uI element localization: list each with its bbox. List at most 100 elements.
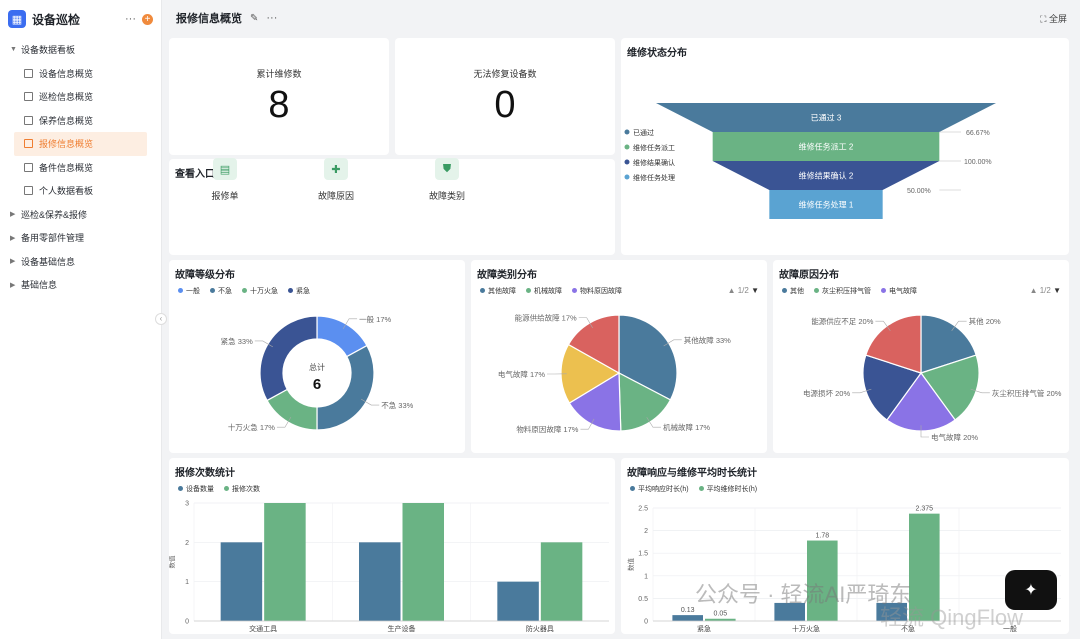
bar xyxy=(264,503,306,621)
legend-label: 十万火急 xyxy=(250,288,278,295)
entry-fault-category[interactable]: ⛊ 故障类别 xyxy=(417,158,477,202)
chart-title: 故障类别分布 xyxy=(477,270,537,281)
pie-slice-label: 紧急 33% xyxy=(221,336,253,346)
sidebar-item[interactable]: ▼ 设备数据看板 xyxy=(0,38,161,62)
legend-item[interactable]: 物料原因故障 xyxy=(572,286,622,296)
sidebar-item[interactable]: ▶ 巡检&保养&报修 xyxy=(0,203,161,227)
sidebar-item[interactable]: ▶ 设备基础信息 xyxy=(0,250,161,274)
legend-item[interactable]: 其他故障 xyxy=(480,286,516,296)
bar xyxy=(359,542,401,621)
entry-fault-reason[interactable]: ✚ 故障原因 xyxy=(306,158,366,202)
fullscreen-button[interactable]: ⛶ 全屏 xyxy=(1040,12,1067,25)
watermark-text-secondary: 轻流 QingFlow xyxy=(880,605,1024,630)
legend-label: 不急 xyxy=(218,288,232,295)
kpi-value: 0 xyxy=(494,84,516,126)
caret-right-icon: ▶ xyxy=(10,234,16,242)
legend-item[interactable]: 紧急 xyxy=(288,286,310,296)
more-icon[interactable]: ··· xyxy=(125,13,136,25)
legend-dot-icon xyxy=(178,288,183,293)
watermark-text: 公众号 · 轻流AI严琦东 xyxy=(695,582,912,607)
sidebar-item[interactable]: ▶ 基础信息 xyxy=(0,273,161,297)
legend-label: 其他故障 xyxy=(488,288,516,295)
fault-level-card: 故障等级分布 一般 不急 十万火急 紧急 一般 17% 不急 33% 十万火急 17% 紧急… xyxy=(169,260,465,453)
sidebar-item[interactable]: 个人数据看板 xyxy=(0,179,161,203)
next-page-icon[interactable]: ▼ xyxy=(751,286,759,295)
caret-right-icon: ▶ xyxy=(10,258,16,266)
sidebar-item[interactable]: 报修信息概览 xyxy=(14,132,147,156)
x-tick-label: 生产设备 xyxy=(388,624,416,633)
legend-item[interactable]: 其他 xyxy=(782,286,804,296)
pie-label-line xyxy=(970,388,990,394)
legend-item[interactable]: 电气故障 xyxy=(881,286,917,296)
pie-label-line xyxy=(578,317,593,329)
legend-dot-icon xyxy=(210,288,215,293)
bar-value-label: 0.13 xyxy=(681,607,695,614)
kpi-label: 无法修复设备数 xyxy=(473,69,537,79)
collapse-sidebar-icon[interactable]: ‹ xyxy=(155,313,167,325)
sidebar-item[interactable]: 设备信息概览 xyxy=(0,62,161,86)
pie-slice-label: 十万火急 17% xyxy=(228,422,275,432)
entry-repair-form[interactable]: ▤ 报修单 xyxy=(195,158,255,202)
sidebar-item-label: 个人数据看板 xyxy=(39,186,94,197)
prev-page-icon[interactable]: ▲ xyxy=(1029,286,1038,295)
pie-slice-label: 物料原因故障 17% xyxy=(516,424,578,434)
funnel-rate-label: 66.67% xyxy=(966,130,990,137)
pie-slice-label: 一般 17% xyxy=(359,314,391,324)
pie-slice-label: 能源供应不足 20% xyxy=(811,316,873,326)
sidebar-item[interactable]: 备件信息概览 xyxy=(0,156,161,180)
dashboard-page-icon xyxy=(24,68,33,78)
sidebar-nav: ▼ 设备数据看板 设备信息概览 巡检信息概览 保养信息概览 报修信息概览备件信息概览 个人数… xyxy=(0,38,161,297)
magic-wand-icon[interactable]: ✦ xyxy=(1005,570,1057,610)
dashboard-page-icon xyxy=(24,162,33,172)
legend-item[interactable]: 平均维修时长(h) xyxy=(698,484,757,494)
legend-item[interactable]: 一般 xyxy=(178,286,200,296)
x-tick-label: 十万火急 xyxy=(792,624,820,633)
dashboard-page-icon xyxy=(24,115,33,125)
legend-dot-icon xyxy=(624,129,630,135)
sidebar-item-label: 备用零部件管理 xyxy=(21,233,85,244)
legend-item[interactable]: 机械故障 xyxy=(526,286,562,296)
entry-title: 查看入口 xyxy=(175,169,215,180)
sidebar-item-label: 设备数据看板 xyxy=(21,45,76,56)
pie-label-line xyxy=(852,388,872,394)
more-options-icon[interactable]: ··· xyxy=(266,12,278,24)
prev-page-icon[interactable]: ▲ xyxy=(727,286,736,295)
legend-label: 其他 xyxy=(790,288,804,295)
legend-item[interactable]: 十万火急 xyxy=(242,286,278,296)
dashboard-page-icon xyxy=(24,186,33,196)
sidebar-item-label: 备件信息概览 xyxy=(39,162,94,173)
edit-icon[interactable]: ✎ xyxy=(250,12,259,24)
legend-item[interactable]: 报修次数 xyxy=(224,484,260,494)
bar xyxy=(672,615,703,621)
legend-dot-icon xyxy=(572,288,577,293)
x-tick-label: 交通工具 xyxy=(249,624,277,633)
sidebar-item[interactable]: ▶ 备用零部件管理 xyxy=(0,226,161,250)
pie-slice-label: 其他 20% xyxy=(969,316,1001,326)
legend-item[interactable]: 平均响应时长(h) xyxy=(630,484,689,494)
legend-dot-icon xyxy=(480,288,485,293)
legend-label: 灰尘积压排气管 xyxy=(822,288,871,295)
legend-label: 维修任务派工 xyxy=(633,143,675,152)
y-tick-label: 2 xyxy=(644,528,648,535)
kpi-card-total-repairs: 累计维修数 8 xyxy=(169,38,389,155)
kpi-label: 累计维修数 xyxy=(256,69,302,79)
legend-pager[interactable]: ▲ 1/2 ▼ xyxy=(728,286,759,295)
legend-pager[interactable]: ▲ 1/2 ▼ xyxy=(1030,286,1061,295)
app-name: 设备巡检 xyxy=(32,12,81,27)
next-page-icon[interactable]: ▼ xyxy=(1053,286,1061,295)
funnel-rate-label: 50.00% xyxy=(907,188,931,195)
funnel-stage xyxy=(656,103,996,132)
legend-item[interactable]: 不急 xyxy=(210,286,232,296)
sidebar-item[interactable]: 巡检信息概览 xyxy=(0,85,161,109)
sidebar-item[interactable]: 保养信息概览 xyxy=(0,109,161,133)
legend-dot-icon xyxy=(814,288,819,293)
bar-value-label: 1.78 xyxy=(815,533,829,540)
legend-item[interactable]: 设备数量 xyxy=(178,484,214,494)
legend-item[interactable]: 灰尘积压排气管 xyxy=(814,286,871,296)
pie-label-line xyxy=(646,417,661,428)
pie-label-line xyxy=(580,418,595,430)
funnel-stage xyxy=(769,190,883,219)
page-title: 报修信息概览 xyxy=(176,13,242,25)
add-icon[interactable]: + xyxy=(142,13,153,25)
